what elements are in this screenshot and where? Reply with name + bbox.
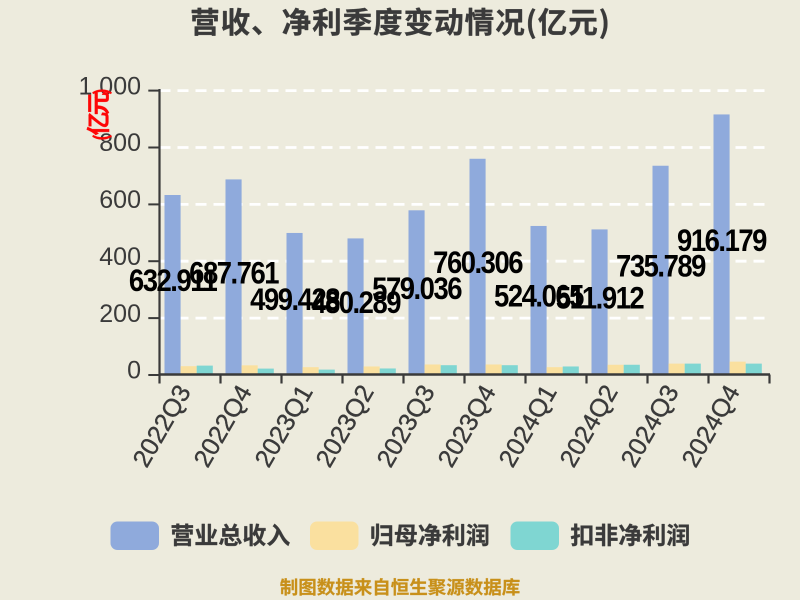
svg-text:916.179: 916.179: [677, 223, 767, 258]
svg-text:579.036: 579.036: [372, 271, 462, 306]
svg-text:760.306: 760.306: [433, 245, 523, 280]
svg-text:511.912: 511.912: [556, 281, 644, 316]
svg-text:200: 200: [99, 300, 141, 328]
svg-text:0: 0: [127, 357, 141, 385]
svg-text:1,000: 1,000: [78, 72, 141, 100]
svg-text:600: 600: [99, 186, 141, 214]
svg-text:480.289: 480.289: [311, 285, 401, 320]
svg-text:400: 400: [99, 243, 141, 271]
svg-text:735.789: 735.789: [616, 249, 706, 284]
svg-text:632.911: 632.911: [129, 263, 217, 298]
svg-text:524.065: 524.065: [494, 279, 584, 314]
svg-text:800: 800: [99, 129, 141, 157]
svg-text:687.761: 687.761: [189, 256, 279, 291]
svg-text:499.428: 499.428: [250, 282, 340, 317]
